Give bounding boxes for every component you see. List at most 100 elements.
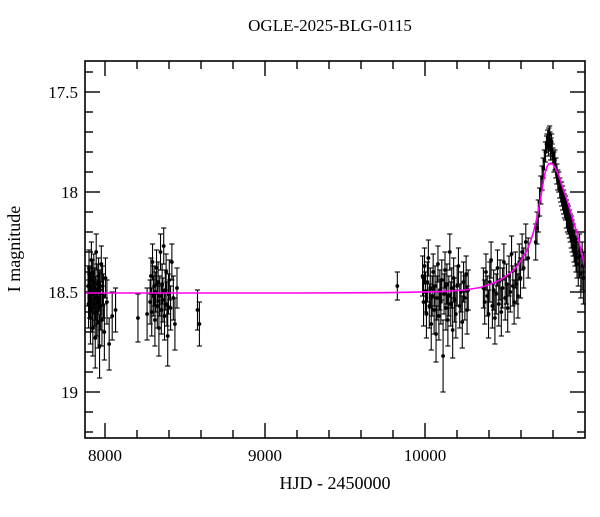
data-point xyxy=(100,318,104,322)
data-point xyxy=(535,226,539,230)
data-point xyxy=(161,244,166,248)
data-point xyxy=(163,288,168,292)
data-point xyxy=(442,292,446,296)
data-point xyxy=(136,316,140,320)
data-point xyxy=(101,294,106,298)
data-point xyxy=(456,264,461,268)
data-point xyxy=(514,282,519,286)
data-point xyxy=(452,298,457,302)
data-point xyxy=(424,312,429,316)
x-tick-label: 10000 xyxy=(404,446,447,465)
data-point xyxy=(541,166,546,170)
data-point xyxy=(438,300,443,304)
data-point xyxy=(457,304,462,308)
data-point xyxy=(550,150,554,154)
data-point xyxy=(93,336,98,340)
data-point xyxy=(95,300,100,304)
plot-frame xyxy=(84,60,586,439)
data-point xyxy=(577,254,582,258)
data-point xyxy=(563,206,568,210)
data-point xyxy=(523,240,528,244)
plot-area: 8000 9000 10000 17.5 18 18.5 19 xyxy=(48,60,586,465)
data-point xyxy=(437,314,441,318)
data-point xyxy=(171,296,176,300)
data-point xyxy=(86,284,90,288)
data-point xyxy=(88,316,93,320)
data-point xyxy=(496,302,501,306)
data-point xyxy=(173,322,177,326)
data-point xyxy=(482,300,487,304)
data-point xyxy=(148,300,153,304)
data-point xyxy=(545,140,549,144)
data-point xyxy=(570,234,575,238)
data-point xyxy=(91,270,96,274)
data-point xyxy=(107,342,112,346)
data-point xyxy=(96,274,101,278)
data-point xyxy=(551,154,555,158)
data-point xyxy=(547,132,552,136)
data-point xyxy=(149,310,154,314)
x-tick-label: 8000 xyxy=(88,446,122,465)
data-point xyxy=(575,256,579,260)
data-point xyxy=(431,270,436,274)
data-point xyxy=(99,262,104,266)
data-point xyxy=(450,328,455,332)
x-tick-label: 9000 xyxy=(248,446,282,465)
x-axis-title: HJD - 2450000 xyxy=(280,473,391,493)
data-point xyxy=(151,294,156,298)
data-point xyxy=(90,326,95,330)
data-point xyxy=(158,250,163,254)
data-point xyxy=(100,284,105,288)
data-point xyxy=(421,300,426,304)
data-point xyxy=(157,326,161,330)
data-point xyxy=(97,344,102,348)
data-point xyxy=(518,276,523,280)
data-point xyxy=(501,260,506,264)
data-point xyxy=(439,278,444,282)
data-point xyxy=(509,252,514,256)
data-point xyxy=(516,294,520,298)
data-point xyxy=(533,240,538,244)
data-point xyxy=(465,308,469,312)
data-point xyxy=(494,292,499,296)
y-tick-label: 18 xyxy=(61,183,78,202)
data-point xyxy=(89,258,94,262)
data-point xyxy=(453,312,458,316)
data-point xyxy=(433,284,437,288)
data-point xyxy=(435,296,439,300)
tick-labels: 8000 9000 10000 17.5 18 18.5 19 xyxy=(48,83,446,465)
data-point xyxy=(546,144,551,148)
axis-ticks xyxy=(85,61,585,438)
data-point xyxy=(167,278,172,282)
data-point xyxy=(578,272,583,276)
data-point xyxy=(197,322,202,326)
data-point xyxy=(446,294,451,298)
data-point xyxy=(168,306,173,310)
data-point xyxy=(86,302,91,306)
data-point xyxy=(526,256,531,260)
data-point xyxy=(149,274,153,278)
data-point xyxy=(455,284,460,288)
data-point xyxy=(445,282,449,286)
data-point xyxy=(87,266,91,270)
data-point xyxy=(503,296,508,300)
data-point xyxy=(495,266,500,270)
data-point xyxy=(557,186,562,190)
data-point xyxy=(150,260,155,264)
data-point xyxy=(110,314,115,318)
data-point xyxy=(448,302,453,306)
data-point xyxy=(436,262,440,266)
data-point xyxy=(160,282,165,286)
data-point xyxy=(490,304,495,308)
data-point xyxy=(155,304,160,308)
data-point xyxy=(152,284,157,288)
data-point xyxy=(175,286,179,290)
data-point xyxy=(499,310,504,314)
data-point xyxy=(153,318,157,322)
data-point xyxy=(432,308,437,312)
data-point xyxy=(568,226,573,230)
data-point xyxy=(429,322,434,326)
data-point xyxy=(549,140,554,144)
data-point xyxy=(542,158,547,162)
